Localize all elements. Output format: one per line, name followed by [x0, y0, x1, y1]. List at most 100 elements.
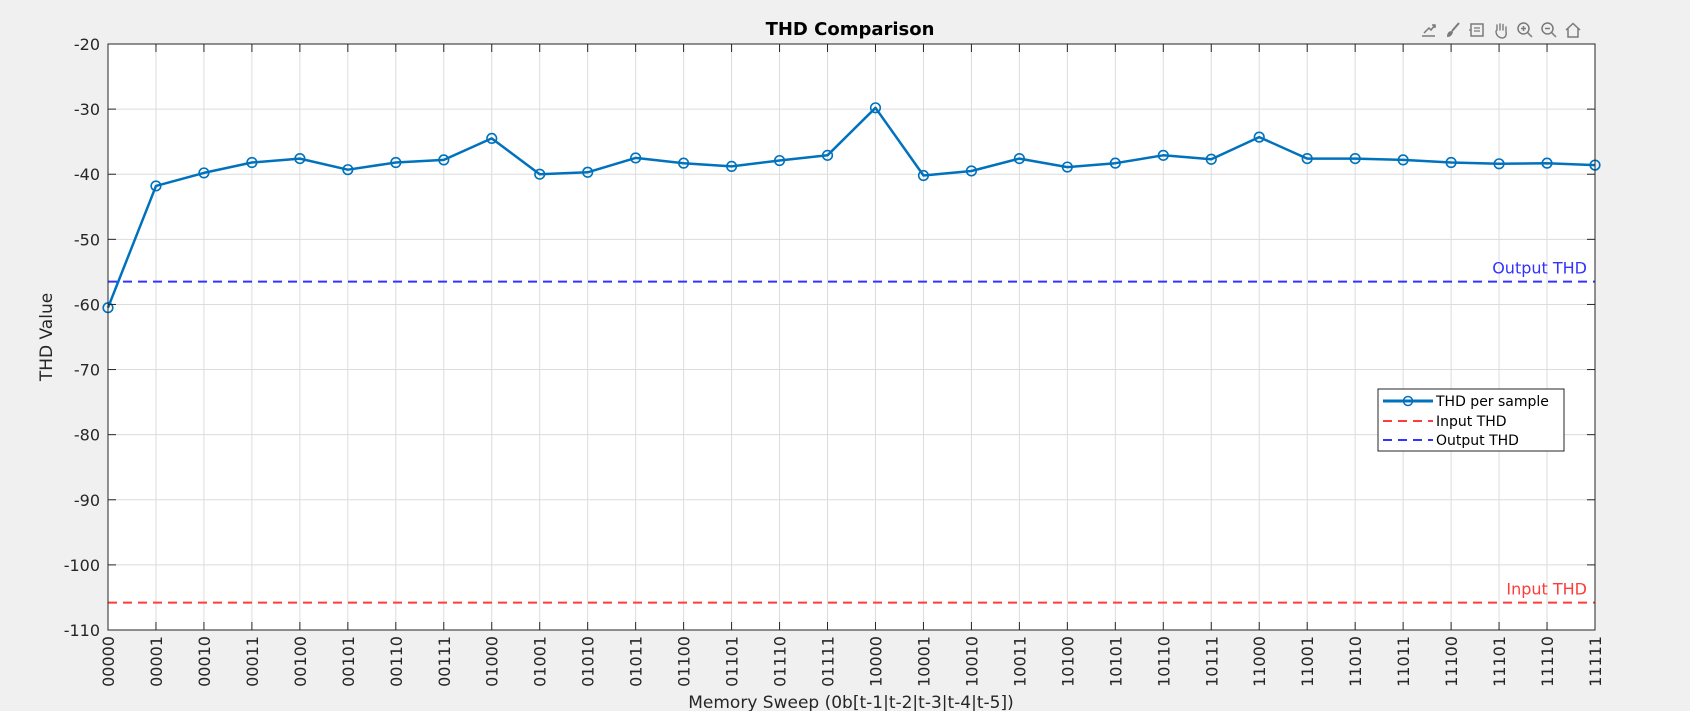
x-tick-label: 01101	[723, 636, 742, 687]
thd-point	[582, 166, 594, 178]
x-tick-label: 01000	[483, 636, 502, 687]
export-icon[interactable]	[1418, 18, 1440, 42]
thd-point	[342, 164, 354, 176]
thd-point	[773, 154, 786, 167]
output-thd-annotation: Output THD	[1492, 259, 1587, 278]
pan-hand-icon[interactable]	[1490, 18, 1512, 42]
reference-lines	[108, 280, 1595, 604]
thd-point	[725, 160, 738, 173]
x-tick-label: 00001	[147, 636, 166, 687]
thd-point	[630, 152, 642, 164]
home-icon[interactable]	[1562, 18, 1584, 42]
y-tick-label: -110	[64, 621, 100, 640]
thd-point	[486, 132, 498, 145]
zoom-out-icon[interactable]	[1538, 18, 1560, 42]
x-tick-label: 11100	[1442, 636, 1461, 687]
x-tick-label: 01100	[675, 636, 694, 687]
chart-title: THD Comparison	[766, 19, 935, 40]
x-tick-labels: 00000 00001 00010 00011 00100 00101 00110 00111…	[99, 636, 1605, 687]
grid-lines	[108, 44, 1595, 630]
x-tick-label: 00100	[291, 636, 310, 687]
y-tick-label: -50	[74, 230, 100, 249]
thd-point	[534, 168, 546, 180]
thd-point	[1109, 157, 1121, 169]
input-thd-annotation: Input THD	[1506, 580, 1587, 599]
x-tick-label: 01111	[819, 636, 838, 687]
reference-annotations: Input THD Output THD	[1492, 259, 1587, 599]
x-tick-label: 10110	[1154, 636, 1173, 687]
x-tick-label: 00101	[339, 636, 358, 687]
thd-point	[1397, 154, 1409, 166]
x-tick-label: 11001	[1298, 636, 1317, 687]
thd-point	[1445, 156, 1457, 169]
legend-box	[1377, 388, 1565, 452]
x-tick-label: 10000	[866, 636, 885, 687]
thd-point	[1541, 157, 1553, 169]
x-tick-label: 11111	[1586, 636, 1605, 687]
x-tick-label: 10001	[914, 636, 933, 687]
y-tick-label: -70	[74, 361, 100, 380]
x-tick-label: 10100	[1058, 636, 1077, 687]
thd-point	[917, 169, 930, 182]
thd-point	[390, 156, 402, 169]
x-tick-label: 01001	[531, 636, 550, 687]
y-tick-label: -20	[74, 35, 100, 54]
x-tick-label: 11101	[1490, 636, 1509, 687]
legend-label-output: Output THD	[1436, 433, 1519, 449]
thd-point	[1349, 152, 1361, 165]
thd-point	[438, 154, 450, 166]
x-tick-label: 00011	[243, 636, 262, 687]
x-tick-label: 10010	[962, 636, 981, 687]
y-tick-label: -30	[74, 100, 100, 119]
x-tick-label: 01011	[627, 636, 646, 687]
axes-toolbar	[1418, 18, 1584, 42]
thd-point	[821, 149, 834, 161]
y-tick-label: -80	[74, 426, 100, 445]
thd-point	[678, 157, 690, 169]
x-tick-label: 00000	[99, 636, 118, 687]
x-tick-label: 01010	[579, 636, 598, 687]
y-tick-label: -40	[74, 165, 100, 184]
x-tick-label: 10101	[1106, 636, 1125, 687]
x-tick-label: 10111	[1202, 636, 1221, 687]
y-axis-label: THD Value	[37, 293, 57, 382]
x-tick-label: 11110	[1538, 636, 1557, 687]
datatip-icon[interactable]	[1466, 18, 1488, 42]
legend-thd-marker-swatch	[1402, 395, 1414, 407]
x-tick-label: 11010	[1346, 636, 1365, 687]
y-tick-label: -60	[74, 295, 100, 314]
thd-point	[1205, 153, 1217, 165]
legend-label-thd: THD per sample	[1435, 394, 1549, 410]
thd-point	[1157, 149, 1169, 161]
x-axis-label: Memory Sweep (0b[t-1|t-2|t-3|t-4|t-5])	[688, 693, 1013, 711]
thd-series	[102, 102, 1601, 314]
axes-box	[107, 43, 1596, 631]
legend[interactable]: THD per sample Input THD Output THD	[1377, 388, 1565, 452]
x-tick-label: 10011	[1010, 636, 1029, 687]
x-tick-label: 00010	[195, 636, 214, 687]
x-tick-label: 11011	[1394, 636, 1413, 687]
y-tick-label: -100	[64, 556, 100, 575]
thd-point	[294, 152, 306, 165]
thd-line	[106, 106, 1596, 309]
thd-point	[1061, 161, 1073, 173]
x-tick-label: 00110	[387, 636, 406, 687]
thd-point	[1253, 131, 1265, 143]
brush-icon[interactable]	[1442, 18, 1464, 42]
legend-label-input: Input THD	[1436, 414, 1507, 430]
thd-point	[150, 180, 162, 192]
thd-point	[965, 165, 978, 177]
zoom-in-icon[interactable]	[1514, 18, 1536, 42]
thd-point	[1493, 158, 1505, 170]
thd-point	[1301, 152, 1313, 165]
y-tick-labels: -20 -30 -40 -50 -60 -70 -80 -90 -100 -110	[64, 35, 100, 640]
thd-point	[869, 102, 882, 114]
plot-area[interactable]	[108, 44, 1595, 630]
x-tick-label: 11000	[1250, 636, 1269, 687]
thd-point	[1013, 152, 1025, 165]
y-tick-label: -90	[74, 491, 100, 510]
x-tick-label: 01110	[771, 636, 790, 687]
tick-marks	[107, 43, 1596, 631]
thd-point	[198, 167, 210, 179]
